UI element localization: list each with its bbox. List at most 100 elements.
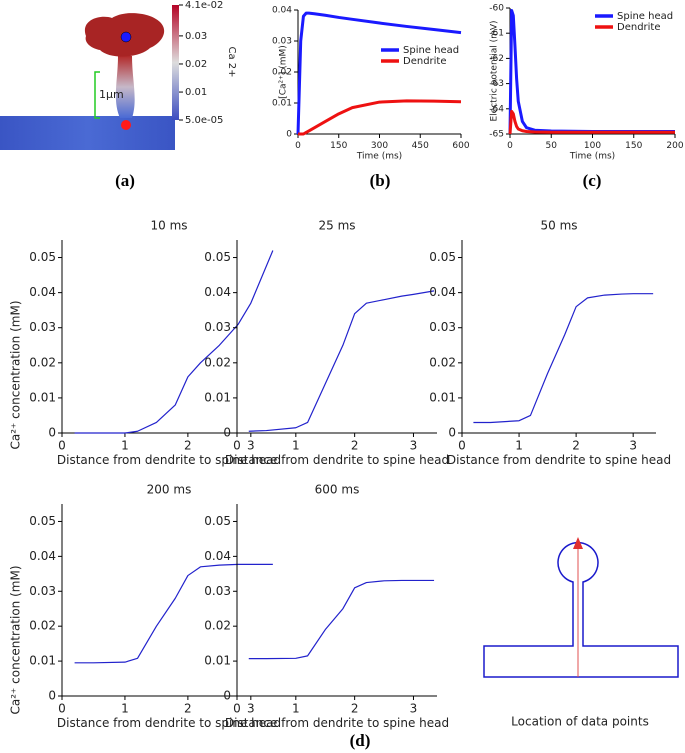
- legend-label: Dendrite: [617, 22, 661, 33]
- y-tick-label: 0.01: [204, 390, 231, 404]
- y-axis-label: [Ca²⁺] (mM): [279, 45, 289, 99]
- y-tick-label: 0.02: [204, 355, 231, 369]
- chart-title: 25 ms: [318, 219, 355, 233]
- y-tick-label: 0.05: [29, 250, 56, 264]
- chart-title: 200 ms: [147, 483, 192, 497]
- spine-neck: [115, 56, 135, 118]
- y-tick-label: 0.04: [429, 285, 456, 299]
- chart-title: 10 ms: [150, 219, 187, 233]
- scale-bar: [94, 71, 100, 119]
- x-axis-label: Distance from dendrite to spine head: [57, 453, 281, 467]
- y-tick-label: -61: [489, 29, 504, 39]
- y-tick-label: -63: [489, 79, 504, 89]
- y-tick-label: 0: [448, 426, 456, 440]
- arrow-head: [573, 537, 583, 549]
- panel-label: (b): [370, 171, 391, 190]
- x-tick-label: 150: [625, 141, 642, 151]
- chart-title: 600 ms: [315, 483, 360, 497]
- y-tick-label: 0: [223, 426, 231, 440]
- chart-title: 50 ms: [540, 219, 577, 233]
- y-tick-label: 0: [223, 689, 231, 703]
- colorbar-title: Ca 2+: [226, 46, 237, 77]
- x-tick-label: 3: [410, 702, 418, 716]
- y-tick-label: 0.05: [29, 514, 56, 528]
- x-tick-label: 150: [330, 141, 347, 151]
- x-axis-label: Time (ms): [356, 152, 402, 162]
- x-axis-label: Distance from dendrite to spine head: [57, 716, 281, 730]
- legend-label: Spine head: [617, 11, 673, 22]
- x-axis-label: Distance from dendrite to spine head: [447, 453, 671, 467]
- colorbar-tick-label: 0.02: [185, 59, 207, 70]
- panel-label: (d): [350, 731, 371, 750]
- y-tick-label: 0.03: [429, 320, 456, 334]
- y-tick-label: -60: [489, 4, 504, 14]
- panel-label: (a): [115, 171, 135, 190]
- x-tick-label: 3: [247, 702, 255, 716]
- schematic: [483, 537, 679, 678]
- y-tick-label: 0.03: [204, 584, 231, 598]
- x-tick-label: 3: [247, 439, 255, 453]
- base-marker: [121, 120, 131, 130]
- y-tick-label: 0.04: [29, 549, 56, 563]
- x-tick-label: 3: [410, 439, 418, 453]
- y-tick-label: 0.03: [204, 320, 231, 334]
- line: [296, 11, 462, 135]
- colorbar-tick-label: 5.0e-05: [185, 115, 223, 126]
- colorbar-tick-label: 4.1e-02: [185, 0, 223, 11]
- legend-label: Spine head: [403, 45, 459, 56]
- schematic-caption: Location of data points: [511, 715, 649, 729]
- x-tick-label: 2: [184, 439, 192, 453]
- legend-label: Dendrite: [403, 56, 447, 67]
- y-tick-label: 0.02: [29, 619, 56, 633]
- spine-outline: [483, 541, 679, 678]
- y-tick-label: 0: [286, 130, 292, 140]
- x-tick-label: 0: [233, 702, 241, 716]
- x-tick-label: 0: [507, 141, 513, 151]
- panel-a-render: 1µm Ca 2+ (a): [0, 5, 237, 190]
- x-tick-label: 0: [295, 141, 301, 151]
- y-axis-label: Ca²⁺ concentration (mM): [9, 565, 23, 714]
- line: [473, 293, 654, 424]
- x-tick-label: 50: [546, 141, 558, 151]
- y-tick-label: -62: [489, 54, 504, 64]
- colorbar: [172, 5, 179, 120]
- x-tick-label: 200: [666, 141, 683, 151]
- x-tick-label: 100: [584, 141, 601, 151]
- x-tick-label: 2: [351, 439, 359, 453]
- y-tick-label: 0.03: [29, 320, 56, 334]
- y-tick-label: 0: [48, 426, 56, 440]
- line: [74, 250, 274, 434]
- y-tick-label: 0.02: [29, 355, 56, 369]
- x-tick-label: 1: [121, 702, 129, 716]
- x-axis-label: Time (ms): [569, 152, 615, 162]
- y-tick-label: 0: [48, 689, 56, 703]
- x-tick-label: 2: [351, 702, 359, 716]
- x-tick-label: 300: [371, 141, 388, 151]
- y-tick-label: 0.01: [429, 390, 456, 404]
- x-tick-label: 1: [515, 439, 523, 453]
- y-tick-label: 0.03: [272, 37, 292, 47]
- x-tick-label: 0: [58, 702, 66, 716]
- line: [508, 109, 675, 135]
- y-axis-label: Electric potential (mV): [490, 20, 500, 121]
- x-tick-label: 450: [412, 141, 429, 151]
- dendrite: [0, 116, 175, 150]
- x-tick-label: 1: [292, 702, 300, 716]
- y-tick-label: 0.05: [204, 250, 231, 264]
- y-tick-label: 0.01: [29, 654, 56, 668]
- y-tick-label: 0.02: [204, 619, 231, 633]
- y-tick-label: 0.03: [29, 584, 56, 598]
- y-tick-label: 0.04: [29, 285, 56, 299]
- scale-label: 1µm: [99, 88, 124, 101]
- x-tick-label: 2: [184, 702, 192, 716]
- y-tick-label: 0.05: [204, 514, 231, 528]
- y-tick-label: 0.04: [272, 6, 292, 16]
- x-tick-label: 1: [121, 439, 129, 453]
- y-tick-label: 0.05: [429, 250, 456, 264]
- y-tick-label: 0.01: [29, 390, 56, 404]
- y-tick-label: 0.02: [272, 68, 292, 78]
- x-tick-label: 2: [572, 439, 580, 453]
- colorbar-tick-label: 0.03: [185, 31, 207, 42]
- y-tick-label: 0.02: [429, 355, 456, 369]
